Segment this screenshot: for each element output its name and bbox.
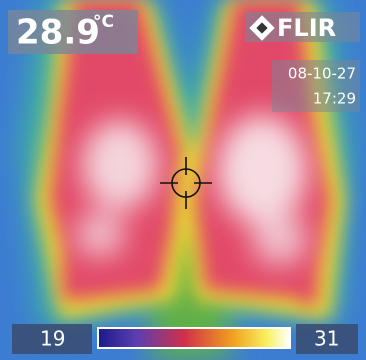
date: 08-10-27 [288, 65, 356, 83]
thermal-image: 28.9 °C FLIR 08-10-27 17:29 19 31 [0, 0, 366, 360]
scale-min: 19 [40, 327, 65, 351]
scale-max: 31 [314, 327, 339, 351]
time: 17:29 [313, 90, 356, 108]
temperature: 28.9 [16, 13, 100, 53]
unit: °C [93, 12, 114, 32]
brand: FLIR [277, 14, 336, 42]
page: 28.9 °C FLIR 08-10-27 17:29 19 31 (() =>… [0, 0, 366, 360]
color-scale [98, 328, 290, 348]
